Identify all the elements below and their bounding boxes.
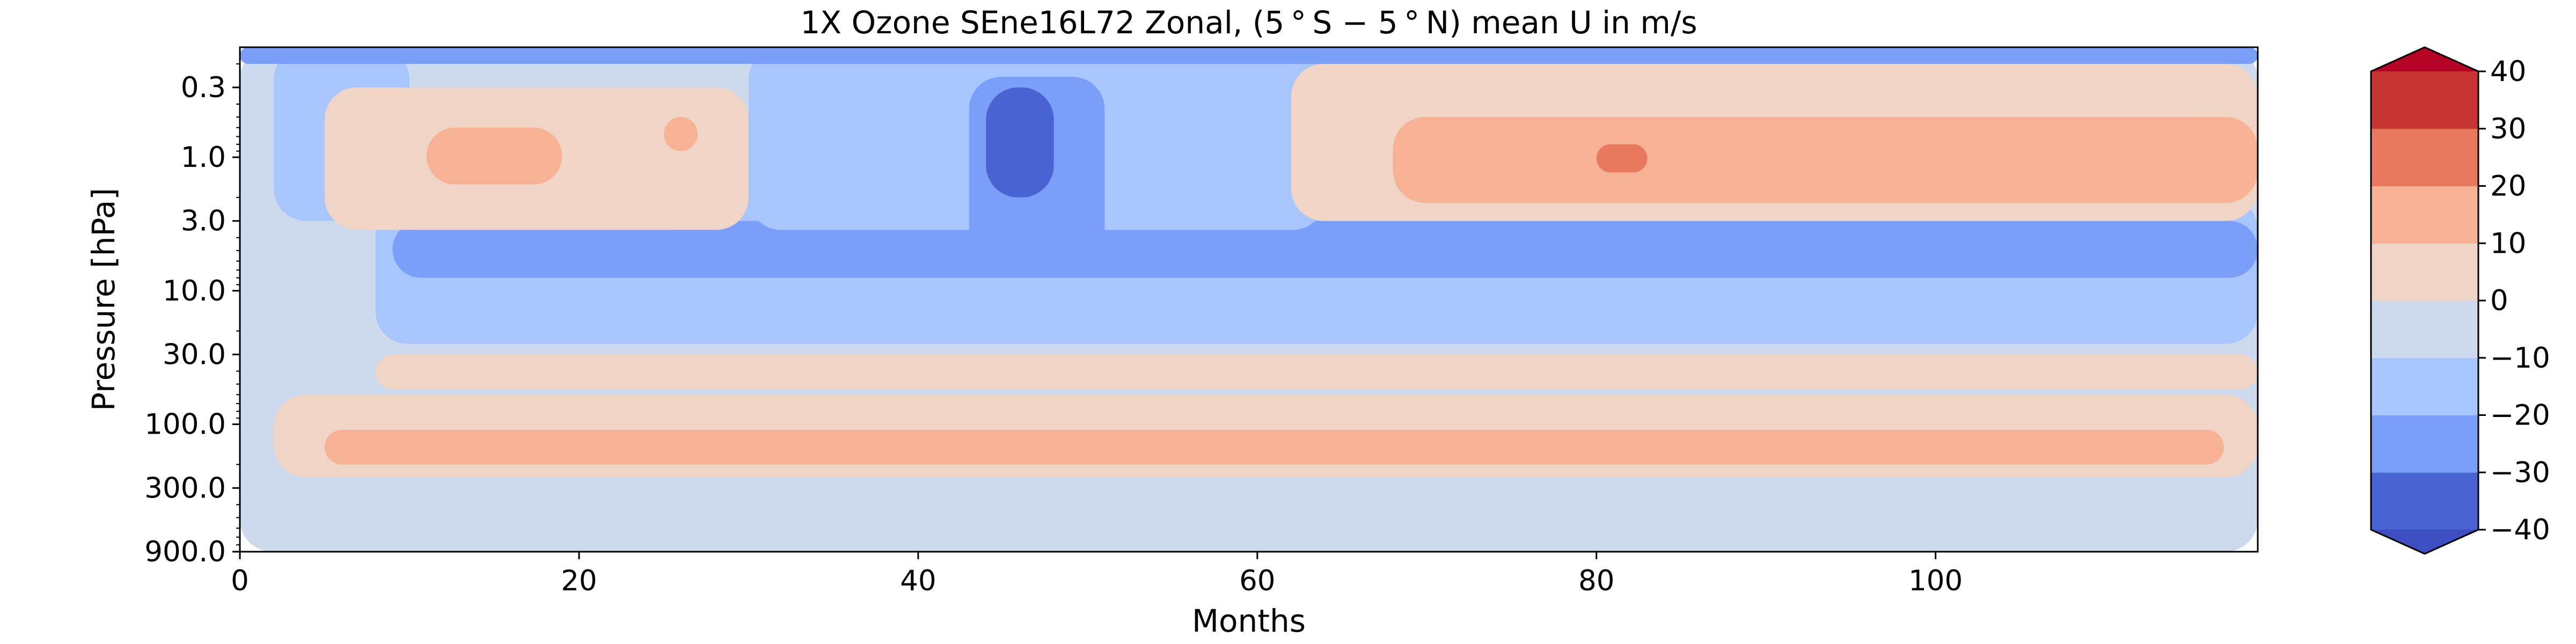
x-tick-label: 40 — [900, 565, 936, 597]
contour-plot-area — [240, 47, 2258, 552]
y-tick-label: 0.3 — [181, 71, 226, 104]
contour-band-9 — [663, 117, 698, 151]
colorbar-segment — [2371, 357, 2478, 415]
y-tick-label: 300.0 — [144, 472, 226, 504]
contour-band-16 — [240, 47, 2258, 64]
colorbar-segment — [2371, 128, 2478, 186]
x-tick-label: 20 — [561, 565, 597, 597]
contour-band-5 — [392, 221, 2258, 278]
colorbar-tick-label: 0 — [2490, 284, 2508, 317]
x-tick-label: 0 — [231, 565, 249, 597]
colorbar-segment — [2371, 415, 2478, 473]
colorbar-segment — [2371, 301, 2478, 358]
colorbar-under-extension — [2371, 530, 2478, 554]
colorbar-segment — [2371, 71, 2478, 129]
contour-layer — [240, 47, 2258, 552]
x-tick-label: 100 — [1908, 565, 1963, 597]
plot-frame — [239, 46, 2259, 553]
contour-band-12 — [986, 87, 1054, 197]
y-axis: 0.3 1.0 3.0 10.0 30.0 100.0 300.0 900.0 — [144, 63, 240, 568]
contour-band-14 — [1393, 117, 2258, 203]
contour-band-8 — [426, 127, 562, 185]
colorbar-tick-label: 20 — [2490, 170, 2526, 203]
x-axis: 0 20 40 60 80 100 — [231, 552, 1963, 597]
y-tick-label: 900.0 — [144, 536, 226, 568]
colorbar-tick-label: −10 — [2490, 342, 2550, 375]
colorbar-tick-label: −20 — [2490, 399, 2550, 432]
colorbar-tick-label: −40 — [2490, 514, 2550, 546]
colorbar-segment — [2371, 186, 2478, 244]
chart-title: 1X Ozone SEne16L72 Zonal, (5 ° S − 5 ° N… — [800, 4, 1697, 41]
colorbar-tick-label: 10 — [2490, 227, 2526, 260]
colorbar-over-extension — [2371, 47, 2478, 71]
contour-band-15 — [1596, 144, 1648, 173]
x-tick-label: 60 — [1239, 565, 1275, 597]
y-tick-label: 30.0 — [163, 338, 226, 371]
colorbar: −40 −30 −20 −10 0 10 20 30 40 — [2370, 46, 2550, 555]
y-tick-label: 1.0 — [181, 141, 226, 174]
y-tick-label: 100.0 — [144, 408, 226, 441]
contour-band-2 — [324, 429, 2224, 465]
contour-band-3 — [375, 354, 2258, 390]
y-tick-label: 3.0 — [181, 205, 226, 238]
y-axis-label: Pressure [hPa] — [85, 188, 122, 411]
y-tick-label: 10.0 — [163, 275, 226, 308]
x-axis-label: Months — [1192, 603, 1306, 639]
colorbar-tick-label: −30 — [2490, 456, 2550, 489]
colorbar-segment — [2371, 243, 2478, 301]
colorbar-segment — [2371, 472, 2478, 530]
colorbar-tick-label: 40 — [2490, 55, 2526, 88]
x-tick-label: 80 — [1578, 565, 1614, 597]
colorbar-tick-label: 30 — [2490, 113, 2526, 145]
